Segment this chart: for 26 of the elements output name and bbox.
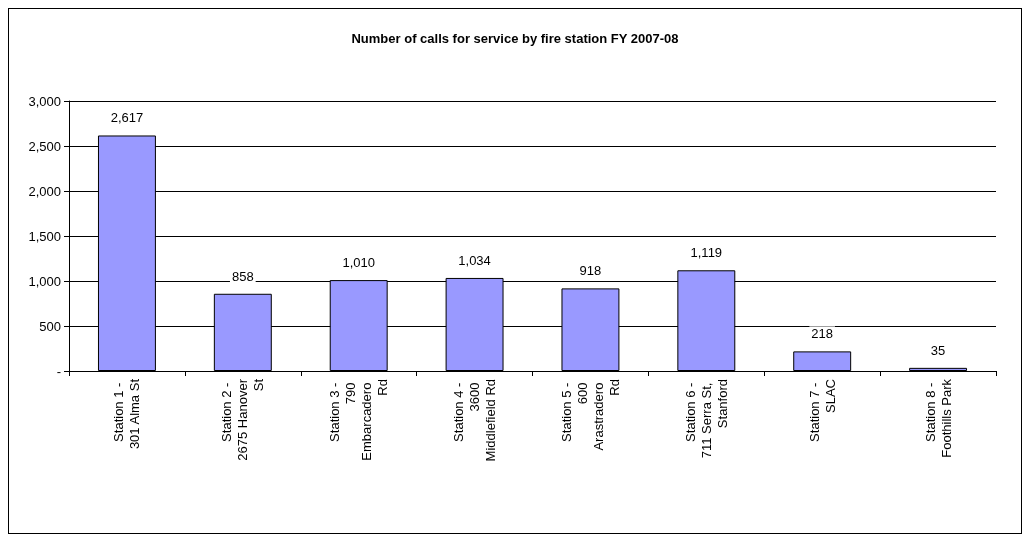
x-tick-label: Station 5 - 600 Arastradero Rd [558,379,622,451]
x-tick-label: Station 7 - SLAC [806,379,838,442]
data-label: 35 [930,342,946,358]
data-label: 218 [811,326,834,342]
y-tick-label: 3,000 [28,93,61,109]
x-tick-label: Station 2 - 2675 Hanover St [219,378,267,461]
y-tick-label: 1,500 [28,228,61,244]
data-label: 2,617 [110,110,144,126]
data-label: 918 [579,263,602,279]
y-tick-label: - [56,363,61,379]
x-tick-label: Station 1 - 301 Alma St [111,378,143,450]
data-label: 1,034 [458,252,491,268]
bar [909,367,968,371]
x-tick-label: Station 4 - 3600 Middlefield Rd [451,379,499,462]
data-label: 1,119 [690,245,723,261]
x-tick-label: Station 6 - 711 Serra St, Stanford [682,379,730,459]
bar [793,351,852,371]
y-tick-label: 500 [39,318,61,334]
chart-title: Number of calls for service by fire station FY 2007-08 [351,31,679,46]
y-tick-label: 2,500 [28,138,61,154]
x-tick-label: Station 8 - Foothills Park [922,378,954,458]
y-tick-label: 2,000 [28,183,61,199]
data-label: 858 [231,268,254,284]
data-label: 1,010 [342,255,375,271]
x-tick-label: Station 3 - 790 Embarcadero Rd [327,379,391,461]
y-tick-label: 1,000 [28,273,61,289]
